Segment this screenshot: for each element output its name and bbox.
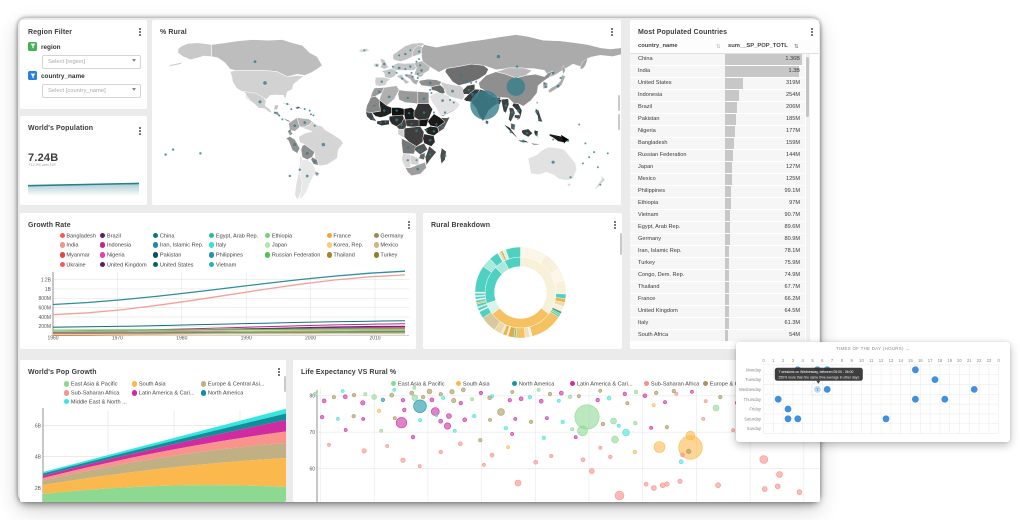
- svg-text:15: 15: [908, 358, 913, 363]
- svg-text:9: 9: [851, 358, 854, 363]
- svg-text:4: 4: [802, 358, 805, 363]
- svg-text:1970: 1970: [112, 336, 123, 342]
- svg-text:800M: 800M: [38, 296, 51, 302]
- svg-text:1: 1: [772, 358, 775, 363]
- svg-text:3: 3: [792, 358, 795, 363]
- svg-text:20: 20: [957, 358, 962, 363]
- svg-text:600M: 600M: [38, 305, 51, 311]
- svg-text:2B: 2B: [35, 486, 42, 492]
- svg-text:1990: 1990: [241, 336, 252, 342]
- svg-text:7: 7: [816, 387, 819, 392]
- svg-text:2000: 2000: [305, 336, 316, 342]
- svg-text:Wednesday: Wednesday: [739, 387, 762, 392]
- svg-text:1.2B: 1.2B: [41, 277, 52, 283]
- svg-text:21: 21: [967, 358, 972, 363]
- svg-text:5: 5: [811, 358, 814, 363]
- svg-text:1980: 1980: [176, 336, 187, 342]
- svg-text:200M: 200M: [38, 324, 51, 330]
- svg-text:60: 60: [309, 466, 315, 472]
- svg-text:0: 0: [762, 358, 765, 363]
- svg-text:Monday: Monday: [746, 367, 762, 372]
- svg-text:12: 12: [879, 358, 884, 363]
- svg-text:22: 22: [977, 358, 982, 363]
- svg-text:6B: 6B: [35, 423, 42, 429]
- svg-text:16: 16: [918, 358, 923, 363]
- svg-text:17: 17: [928, 358, 933, 363]
- svg-text:400M: 400M: [38, 315, 51, 321]
- svg-text:6: 6: [821, 358, 824, 363]
- svg-text:2: 2: [782, 358, 785, 363]
- svg-text:Tuesday: Tuesday: [745, 377, 762, 382]
- svg-text:8: 8: [841, 358, 844, 363]
- svg-text:Sunday: Sunday: [747, 426, 762, 431]
- svg-text:11: 11: [869, 358, 874, 363]
- svg-text:7 sessions on Wednesday, betwe: 7 sessions on Wednesday, between 05:00 -…: [779, 370, 854, 374]
- svg-text:Saturday: Saturday: [744, 416, 762, 421]
- svg-text:Friday: Friday: [749, 407, 762, 412]
- svg-text:0: 0: [998, 358, 1001, 363]
- svg-text:2010: 2010: [369, 336, 380, 342]
- svg-text:4B: 4B: [35, 454, 42, 460]
- svg-text:70: 70: [309, 430, 315, 436]
- svg-text:19: 19: [947, 358, 952, 363]
- svg-text:18: 18: [938, 358, 943, 363]
- svg-text:23: 23: [987, 358, 992, 363]
- svg-text:10: 10: [859, 358, 864, 363]
- svg-text:1B: 1B: [45, 287, 52, 293]
- svg-text:250% more than the same time a: 250% more than the same time average in …: [779, 375, 860, 379]
- svg-text:1960: 1960: [47, 336, 58, 342]
- svg-text:7: 7: [831, 358, 834, 363]
- svg-text:Thursday: Thursday: [744, 397, 762, 402]
- svg-text:14: 14: [898, 358, 903, 363]
- svg-text:80: 80: [309, 394, 315, 400]
- svg-text:13: 13: [889, 358, 894, 363]
